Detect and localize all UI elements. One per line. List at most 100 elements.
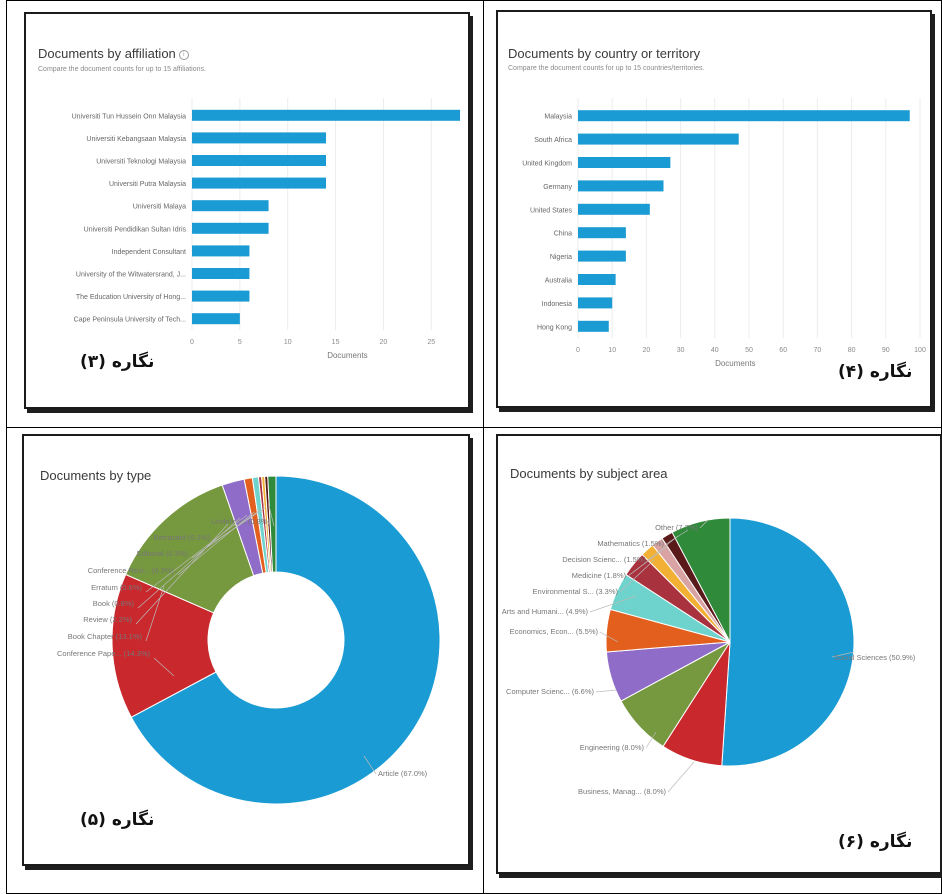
x-tick-label: 0 <box>190 339 194 346</box>
category-label: Universiti Pendidikan Sultan Idris <box>84 226 187 233</box>
category-label: Cape Peninsula University of Tech... <box>74 317 186 324</box>
slice-label: Medicine (1.8%) <box>572 571 627 580</box>
chart-title: Documents by subject area <box>510 466 668 481</box>
bar <box>192 132 326 144</box>
leader-line <box>667 761 695 793</box>
affiliation-bar-chart: 0 5 10 15 20 25 Universiti Tun Hussein Onn Mal… <box>72 98 460 360</box>
leader-line <box>153 657 175 677</box>
affiliation-chart-panel: Documents by affiliation i Compare the do… <box>24 12 470 409</box>
figure-caption-3: نگاره (۳) <box>80 352 155 372</box>
country-bar-chart: 0 10 20 30 40 50 60 70 80 90 100 Malaysia South Afri… <box>522 98 926 368</box>
document-type-chart-panel: Documents by type Undefined (0.8%) Retrac… <box>22 434 470 866</box>
x-tick-label: 15 <box>332 339 340 346</box>
category-label: Universiti Tun Hussein Onn Malaysia <box>72 113 186 120</box>
slice-label: Decision Scienc... (1.5%) <box>562 555 646 564</box>
bar <box>578 133 739 145</box>
slice-label: Conference Revi... (0.3%) <box>88 566 175 575</box>
category-label: United Kingdom <box>522 161 572 168</box>
bar <box>578 227 626 239</box>
slice-label: Article (67.0%) <box>378 769 428 778</box>
document-type-donut-chart: Undefined (0.8%)Retracted (0.3%) Editoria… <box>57 475 441 805</box>
category-label: Germany <box>543 184 572 191</box>
x-tick-label: 5 <box>238 339 242 346</box>
leader-line <box>363 755 377 775</box>
leader-line <box>645 731 657 749</box>
leader-line <box>699 519 709 529</box>
bar <box>192 290 250 302</box>
bar <box>192 177 326 189</box>
category-label: South Africa <box>534 137 572 144</box>
figure-caption-4: نگاره (۴) <box>838 362 913 382</box>
slice-label: Conference Pape... (14.3%) <box>57 649 150 658</box>
leader-line <box>595 689 617 693</box>
x-tick-label: 0 <box>576 347 580 354</box>
category-label: University of the Witwatersrand, J... <box>76 272 186 279</box>
figure-caption-5: نگاره (۵) <box>80 810 155 830</box>
chart-title: Documents by country or territory <box>508 46 701 61</box>
category-label: Universiti Putra Malaysia <box>109 181 186 188</box>
category-label: Indonesia <box>542 301 572 308</box>
chart-title-text: Documents by affiliation <box>38 46 176 61</box>
slice-label: Environmental S... (3.3%) <box>533 587 619 596</box>
chart-subtitle: Compare the document counts for up to 15… <box>38 66 206 73</box>
x-tick-label: 50 <box>745 347 753 354</box>
bar <box>192 245 250 257</box>
x-tick-label: 10 <box>284 339 292 346</box>
leader-line <box>619 559 655 593</box>
x-tick-label: 10 <box>608 347 616 354</box>
x-tick-label: 80 <box>848 347 856 354</box>
category-label: Universiti Kebangsaan Malaysia <box>86 136 186 143</box>
slice <box>111 573 217 718</box>
bar <box>578 110 910 122</box>
bar <box>192 200 269 212</box>
x-tick-label: 25 <box>427 339 435 346</box>
x-tick-label: 20 <box>643 347 651 354</box>
category-label: The Education University of Hong... <box>76 294 186 301</box>
bar <box>192 222 269 234</box>
slice-label: Other (7.7%) <box>655 523 698 532</box>
leader-line <box>831 651 855 658</box>
slice-label: Review (2.2%) <box>83 615 132 624</box>
bar <box>578 157 671 168</box>
bar <box>192 155 326 166</box>
category-label: China <box>554 231 572 238</box>
x-tick-label: 30 <box>677 347 685 354</box>
slice-label: Undefined (0.8%) <box>212 517 271 526</box>
x-tick-label: 60 <box>779 347 787 354</box>
slice-label: Editorial (0.3%) <box>137 549 189 558</box>
slice-label: Arts and Humani... (4.9%) <box>502 607 589 616</box>
info-icon[interactable]: i <box>178 49 189 60</box>
slice <box>267 475 277 573</box>
slice <box>671 517 731 643</box>
leader-line <box>647 535 679 561</box>
x-tick-label: 70 <box>814 347 822 354</box>
x-tick-label: 100 <box>914 347 926 354</box>
leader-line <box>145 585 165 642</box>
bar <box>578 180 664 192</box>
bar <box>578 320 609 332</box>
bar <box>578 250 626 262</box>
subject-area-pie-chart: Other (7.7%) Mathematics (1.5%) Decision S… <box>502 517 916 796</box>
chart-title: Documents by affiliation i <box>38 46 189 61</box>
leader-line <box>135 523 229 625</box>
chart-subtitle: Compare the document counts for up to 15… <box>508 65 705 72</box>
slice <box>721 517 855 767</box>
figure-caption-6: نگاره (۶) <box>838 832 913 852</box>
leader-line <box>145 514 248 593</box>
slice-label: Erratum (0.6%) <box>91 583 142 592</box>
category-label: Independent Consultant <box>112 249 186 256</box>
x-tick-label: 40 <box>711 347 719 354</box>
bar <box>192 268 250 279</box>
x-tick-label: 20 <box>380 339 388 346</box>
x-axis-label: Documents <box>715 359 755 368</box>
slice-label: Economics, Econ... (5.5%) <box>510 627 599 636</box>
slice-label: Mathematics (1.5%) <box>597 539 664 548</box>
category-label: Nigeria <box>550 254 572 261</box>
leader-line <box>599 631 619 643</box>
subject-area-chart-panel: Documents by subject area Other (7.7%) Ma… <box>496 434 942 874</box>
leader-line <box>627 545 669 577</box>
bar <box>192 109 460 121</box>
chart-title: Documents by type <box>40 468 152 483</box>
slice-label: Book Chapter (13.1%) <box>68 632 143 641</box>
category-label: Malaysia <box>544 114 572 121</box>
